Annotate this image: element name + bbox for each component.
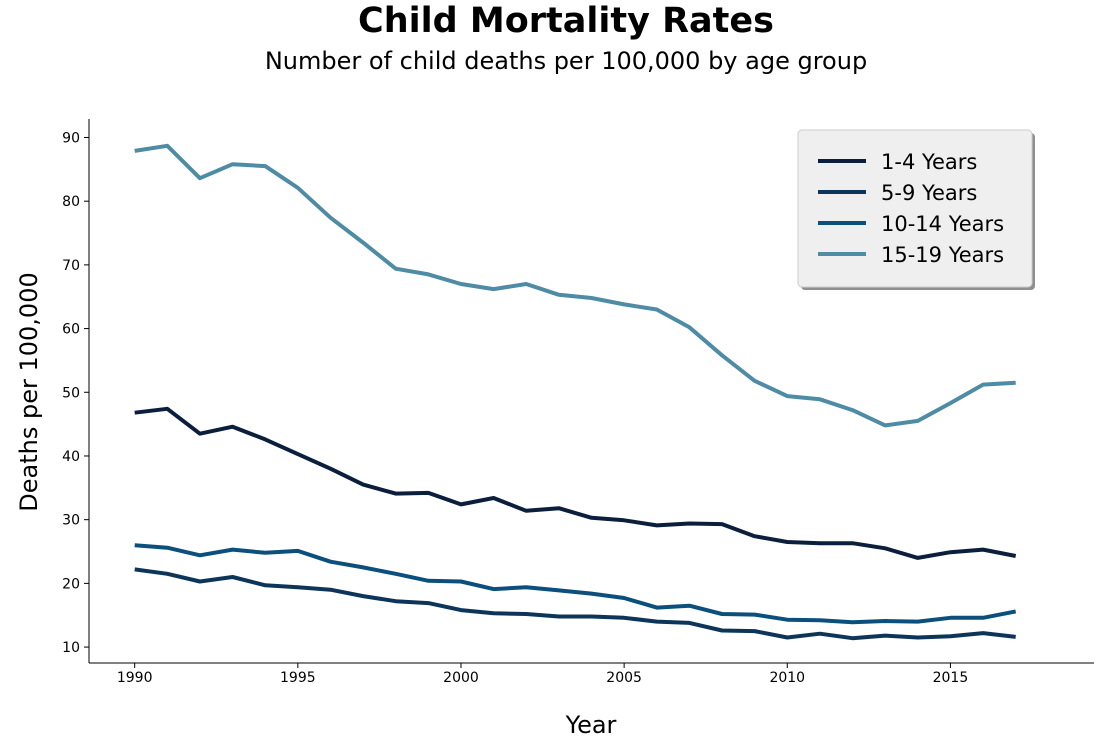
y-tick-label: 50 (62, 385, 80, 401)
y-ticks: 10 20 30 40 50 60 70 80 90 (62, 130, 89, 656)
plot-area: 10 20 30 40 50 60 70 80 90 1990 1995 2000 2005 2010 2… (62, 119, 1094, 686)
y-tick-label: 40 (62, 449, 80, 465)
legend-label-2: 5-9 Years (881, 181, 977, 205)
legend-items: 1-4 Years 5-9 Years 10-14 Years 15-19 Years (818, 150, 1004, 267)
series-lines (134, 143, 1017, 641)
y-tick-label: 20 (62, 576, 80, 592)
chart-title: Child Mortality Rates (358, 1, 774, 41)
y-tick-label: 10 (62, 640, 80, 656)
x-axis-label: Year (565, 711, 617, 739)
x-tick-label: 1990 (117, 670, 153, 686)
legend-label-4: 15-19 Years (881, 243, 1004, 267)
series-line-2 (134, 567, 1016, 641)
x-tick-label: 1995 (280, 670, 316, 686)
chart-subtitle: Number of child deaths per 100,000 by ag… (265, 47, 867, 75)
legend-label-1: 1-4 Years (881, 150, 977, 174)
legend-label-3: 10-14 Years (881, 212, 1004, 236)
y-tick-label: 70 (62, 258, 80, 274)
x-tick-label: 2005 (606, 670, 642, 686)
x-ticks: 1990 1995 2000 2005 2010 2015 (117, 663, 968, 686)
y-tick-label: 90 (62, 130, 80, 146)
legend-box (797, 129, 1033, 288)
x-tick-label: 2010 (769, 670, 805, 686)
series-line-1 (134, 406, 1017, 560)
y-tick-label: 30 (62, 513, 80, 529)
legend: 1-4 Years 5-9 Years 10-14 Years 15-19 Years (797, 129, 1035, 290)
series-line-3 (134, 543, 1017, 625)
x-tick-label: 2000 (443, 670, 479, 686)
y-tick-label: 80 (62, 194, 80, 210)
x-tick-label: 2015 (933, 670, 969, 686)
y-axis-label: Deaths per 100,000 (15, 272, 43, 511)
series-line-4 (134, 143, 1016, 428)
y-tick-label: 60 (62, 322, 80, 338)
